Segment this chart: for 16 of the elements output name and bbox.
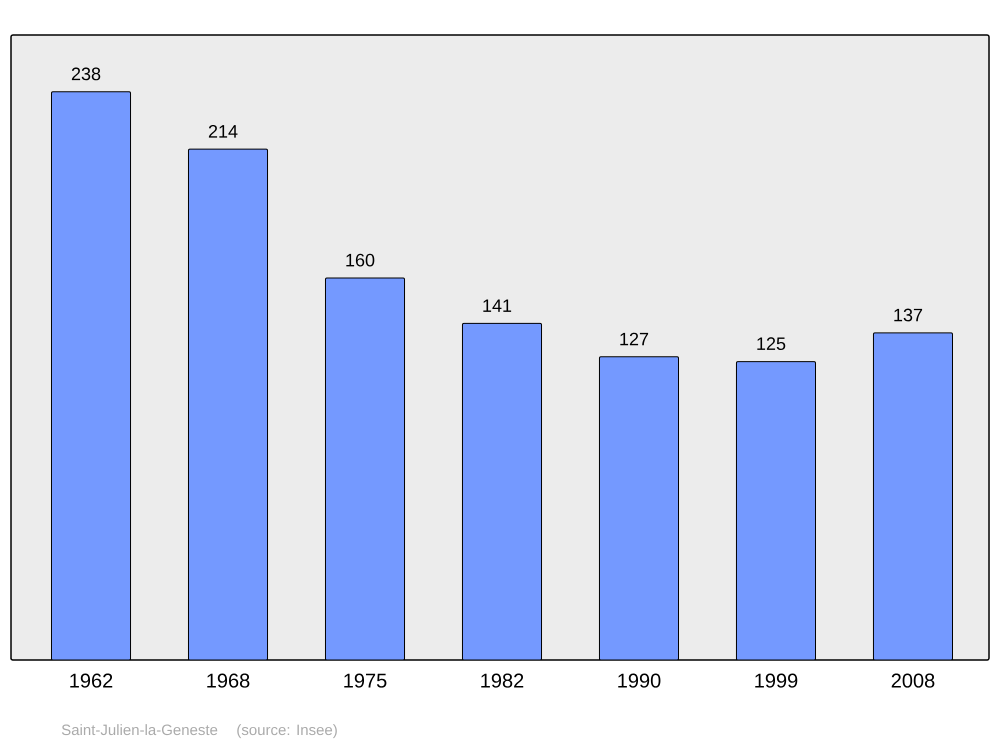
data-label: 141 [483, 299, 512, 312]
data-label: 127 [620, 332, 648, 346]
x-tick-label: 2008 [892, 674, 934, 688]
x-tick-label: 1990 [618, 674, 660, 688]
x-tick-label: 1962 [70, 674, 112, 688]
data-label: 214 [208, 124, 238, 138]
text: Saint-Julien-la-Geneste [62, 724, 218, 736]
data-label: 160 [346, 254, 374, 266]
x-tick-label: 1968 [207, 674, 250, 688]
data-label: 125 [757, 337, 786, 350]
data-label: 137 [894, 308, 922, 322]
x-tick-label: 1999 [755, 674, 798, 688]
data-label: 238 [72, 68, 100, 80]
x-tick-label: 1975 [344, 674, 386, 688]
x-tick-label: 1982 [481, 674, 524, 688]
text: (source: Insee) [237, 724, 337, 738]
